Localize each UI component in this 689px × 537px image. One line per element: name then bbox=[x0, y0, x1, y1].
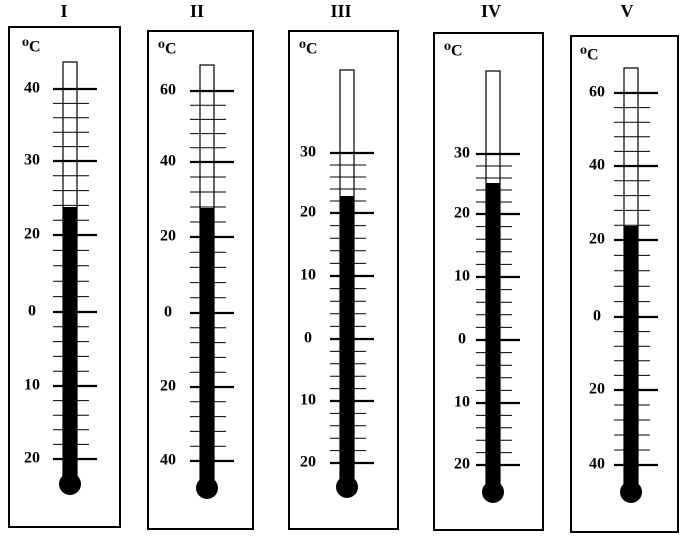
scale-label: 40 bbox=[589, 157, 605, 174]
scale-label: 20 bbox=[454, 456, 470, 473]
thermometer-label: V bbox=[621, 1, 634, 21]
scale-label: 20 bbox=[300, 204, 316, 221]
scale-label: 20 bbox=[24, 450, 40, 467]
scale-label: 40 bbox=[24, 80, 40, 97]
scale-label: 0 bbox=[164, 304, 172, 321]
scale-label: 60 bbox=[160, 82, 176, 99]
scale-label: 20 bbox=[589, 231, 605, 248]
scale-label: 60 bbox=[589, 84, 605, 101]
thermometer: III ⁰C 30 20 10 0 10 20 bbox=[288, 1, 399, 530]
scale-label: 0 bbox=[458, 331, 466, 348]
thermometer: IV ⁰C 30 20 10 0 10 20 bbox=[433, 1, 544, 531]
mercury-column bbox=[63, 207, 77, 484]
scale-label: 40 bbox=[589, 456, 605, 473]
thermometer: II ⁰C 60 40 20 0 20 40 bbox=[147, 1, 254, 530]
unit-label: ⁰C bbox=[299, 41, 318, 58]
scale-label: 10 bbox=[300, 267, 316, 284]
mercury-column bbox=[340, 196, 354, 487]
scale-label: 20 bbox=[300, 454, 316, 471]
unit-label: ⁰C bbox=[580, 47, 599, 64]
scale-label: 30 bbox=[454, 145, 470, 162]
scale-label: 0 bbox=[593, 308, 601, 325]
thermometer: I ⁰C 40 30 20 0 10 20 bbox=[8, 1, 121, 528]
unit-label: ⁰C bbox=[22, 39, 41, 56]
bulb bbox=[620, 481, 642, 503]
scale-label: 20 bbox=[160, 228, 176, 245]
scale-label: 30 bbox=[24, 152, 40, 169]
bulb bbox=[196, 477, 218, 499]
scale-label: 40 bbox=[160, 452, 176, 469]
scale-label: 20 bbox=[589, 381, 605, 398]
scale-label: 0 bbox=[304, 330, 312, 347]
scale-label: 20 bbox=[24, 226, 40, 243]
scale-label: 10 bbox=[454, 268, 470, 285]
scale-label: 0 bbox=[28, 303, 36, 320]
scale-label: 30 bbox=[300, 144, 316, 161]
thermometer-label: IV bbox=[481, 1, 501, 21]
bulb bbox=[482, 481, 504, 503]
thermometer-label: II bbox=[190, 1, 204, 21]
scale-label: 20 bbox=[454, 205, 470, 222]
mercury-column bbox=[200, 208, 214, 488]
bulb bbox=[59, 473, 81, 495]
scale-label: 10 bbox=[454, 394, 470, 411]
thermometer-label: III bbox=[330, 1, 351, 21]
thermometer: V ⁰C 60 40 20 0 20 40 bbox=[570, 1, 679, 533]
unit-label: ⁰C bbox=[444, 43, 463, 60]
scale-label: 20 bbox=[160, 378, 176, 395]
scale-label: 10 bbox=[24, 377, 40, 394]
mercury-column bbox=[624, 226, 638, 492]
unit-label: ⁰C bbox=[158, 41, 177, 58]
mercury-column bbox=[486, 183, 500, 492]
thermometer-label: I bbox=[60, 1, 67, 21]
bulb bbox=[336, 476, 358, 498]
scale-label: 40 bbox=[160, 153, 176, 170]
scale-label: 10 bbox=[300, 392, 316, 409]
